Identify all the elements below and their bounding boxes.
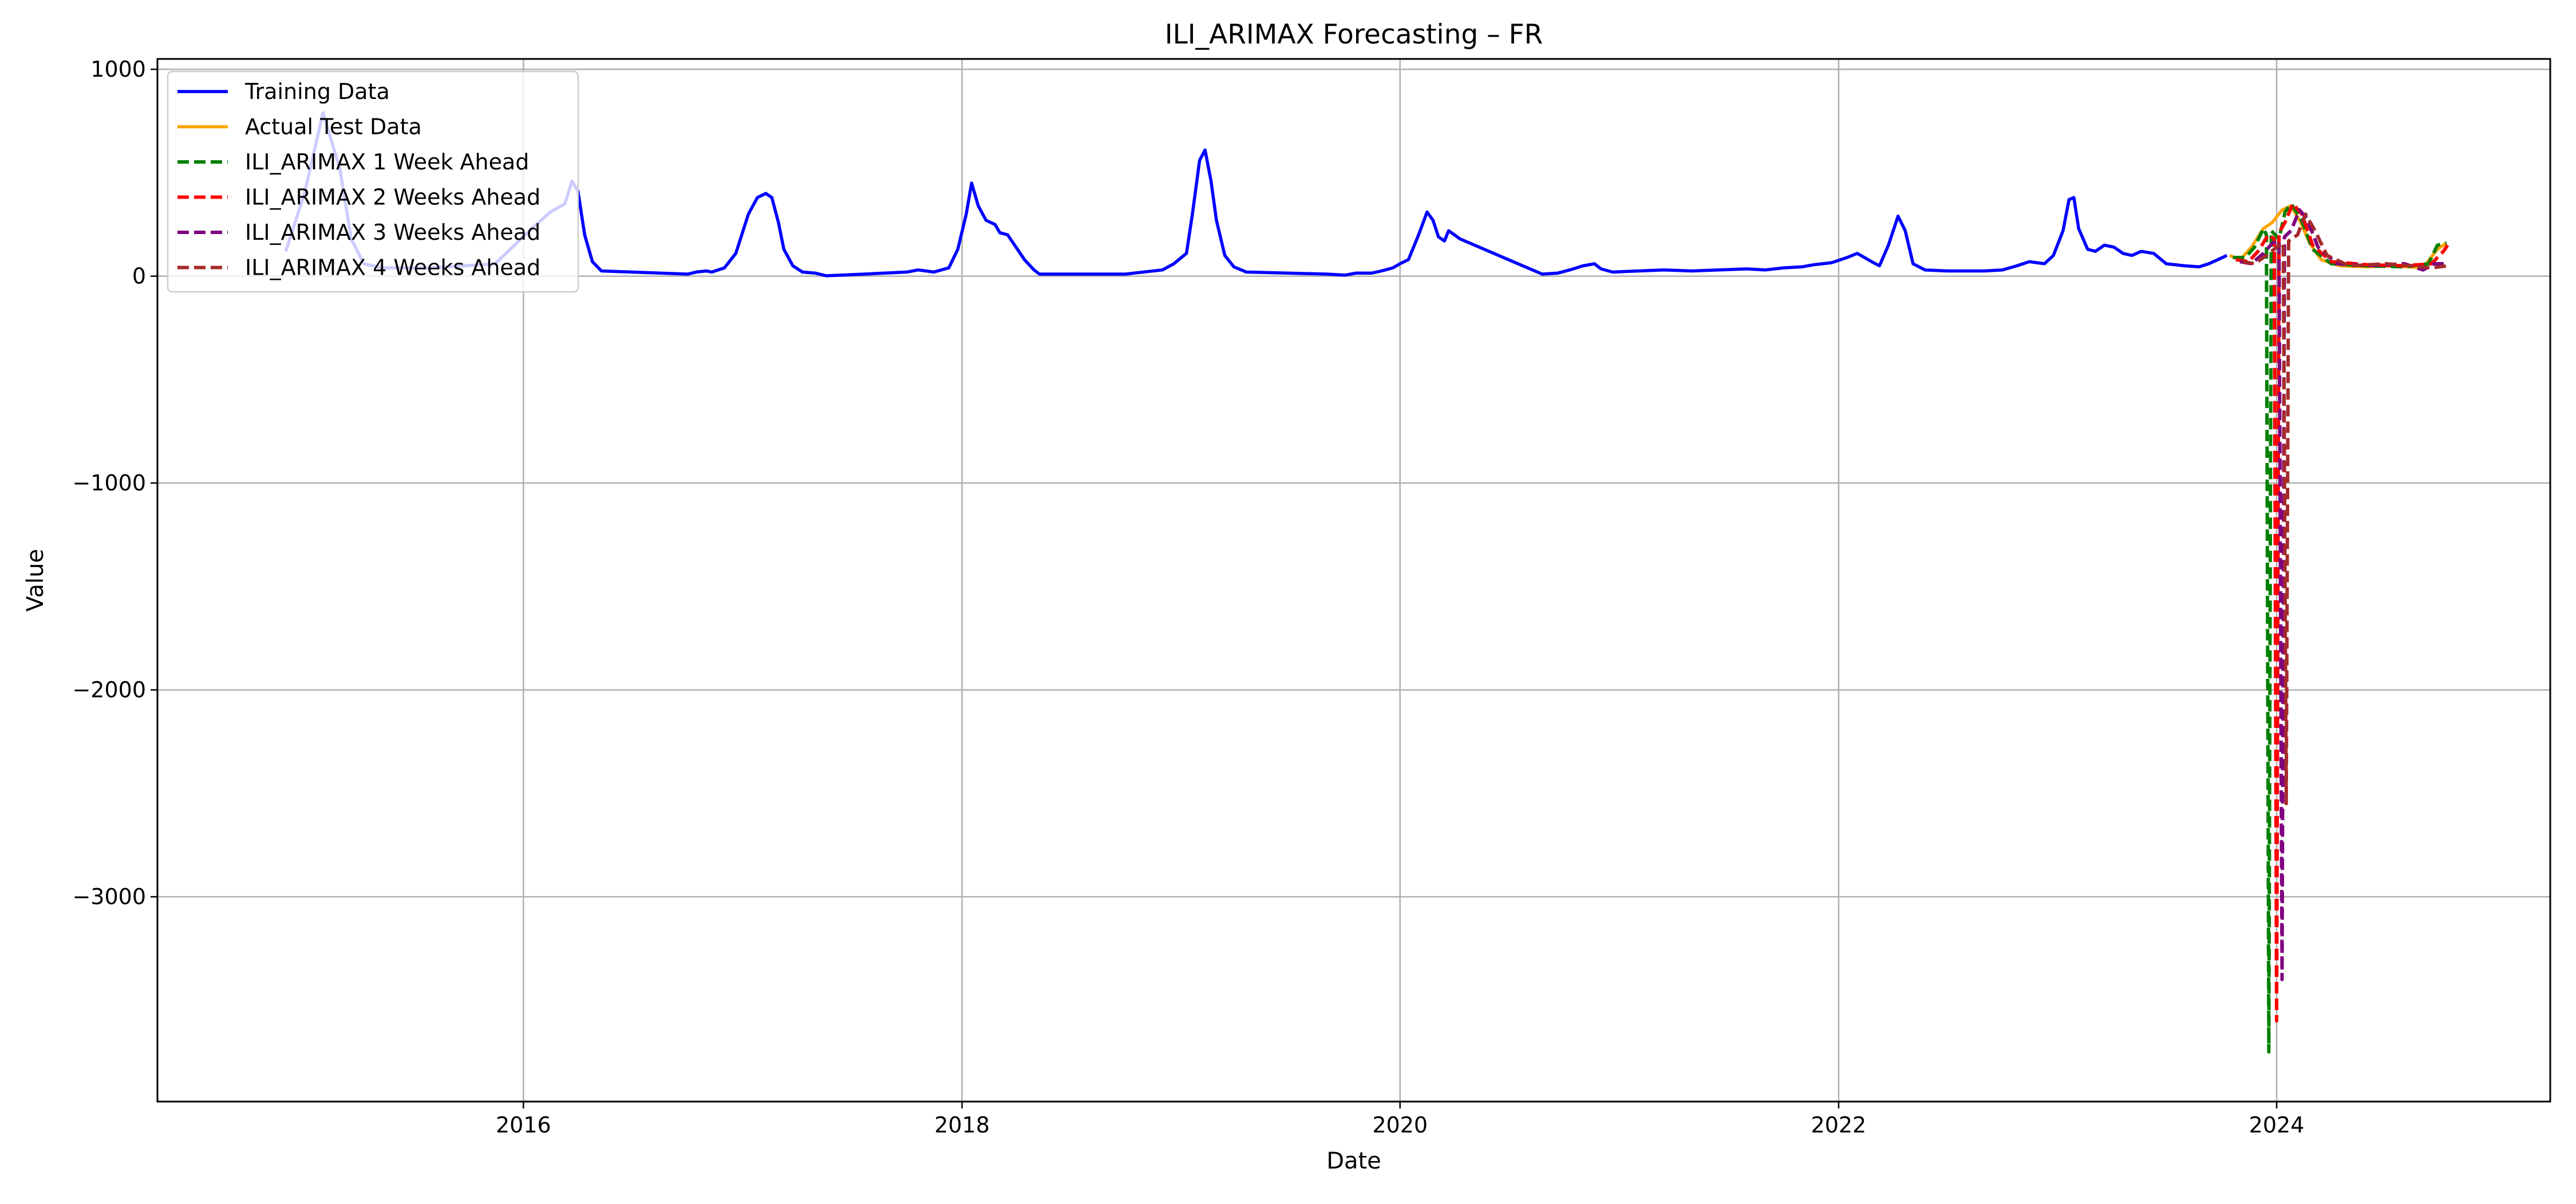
legend-label: ILI_ARIMAX 2 Weeks Ahead (245, 185, 540, 210)
tick-layer: 2016 2018 2020 2022 2024 1000 0 −1000 −2000 −3000 (72, 57, 2304, 1138)
legend-label: ILI_ARIMAX 4 Weeks Ahead (245, 255, 540, 280)
series-line-ili-arimax-4-weeks-ahead (2242, 212, 2448, 806)
series-line-training-data (284, 111, 2228, 278)
legend-label: Training Data (244, 79, 390, 104)
chart-title: ILI_ARIMAX Forecasting – FR (1165, 19, 1543, 50)
x-axis-label: Date (1326, 1148, 1381, 1174)
series-layer (284, 111, 2449, 1054)
y-axis-label: Value (22, 549, 49, 612)
plot-frame (156, 58, 2551, 1103)
y-tick-label: −3000 (72, 884, 146, 909)
series-line-ili-arimax-2-weeks-ahead (2235, 202, 2449, 1023)
x-tick-label: 2022 (1811, 1112, 1867, 1138)
x-tick-label: 2018 (934, 1112, 990, 1138)
legend: Training Data Actual Test Data ILI_ARIMAX … (167, 70, 579, 293)
legend-label: ILI_ARIMAX 1 Week Ahead (245, 149, 529, 175)
legend-label: ILI_ARIMAX 3 Weeks Ahead (245, 220, 540, 245)
legend-box (167, 70, 579, 293)
legend-label: Actual Test Data (245, 114, 422, 140)
x-tick-label: 2024 (2249, 1112, 2305, 1138)
x-tick-label: 2020 (1372, 1112, 1428, 1138)
x-tick-label: 2016 (496, 1112, 551, 1138)
y-tick-label: −2000 (72, 678, 146, 703)
y-tick-label: −1000 (72, 470, 146, 496)
y-tick-label: 0 (132, 264, 146, 289)
grid-layer (157, 59, 2550, 1102)
y-tick-label: 1000 (90, 57, 146, 82)
